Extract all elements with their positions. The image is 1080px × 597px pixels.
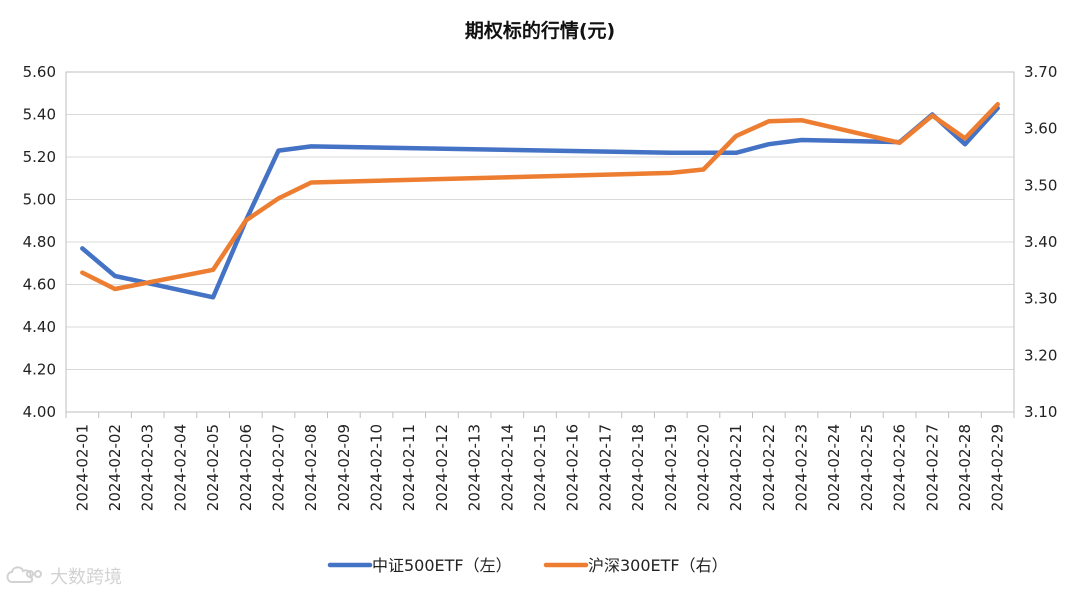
data-point xyxy=(701,151,705,155)
data-point xyxy=(800,138,804,142)
data-point xyxy=(113,274,117,278)
y-left-tick-label: 4.40 xyxy=(23,318,56,336)
data-point xyxy=(276,149,280,153)
data-point xyxy=(669,171,673,175)
x-tick-label: 2024-02-03 xyxy=(139,424,157,511)
x-tick-label: 2024-02-01 xyxy=(73,424,91,511)
y-right-tick-label: 3.20 xyxy=(1024,346,1057,364)
y-left-tick-label: 5.20 xyxy=(23,148,56,166)
legend-label: 中证500ETF（左） xyxy=(372,556,512,575)
x-tick-label: 2024-02-26 xyxy=(891,424,909,511)
x-tick-label: 2024-02-08 xyxy=(302,424,320,511)
y-right-tick-label: 3.30 xyxy=(1024,290,1057,308)
data-point xyxy=(669,151,673,155)
watermark: 大数跨境 xyxy=(6,566,122,588)
y-right-tick-label: 3.10 xyxy=(1024,403,1057,421)
data-point xyxy=(244,218,248,222)
series-lines xyxy=(80,102,1000,300)
data-point xyxy=(734,134,738,138)
x-tick-label: 2024-02-20 xyxy=(694,424,712,511)
x-tick-label: 2024-02-28 xyxy=(956,424,974,511)
x-tick-label: 2024-02-09 xyxy=(335,424,353,511)
data-point xyxy=(767,142,771,146)
x-tick-label: 2024-02-24 xyxy=(825,424,843,511)
y-right-tick-label: 3.70 xyxy=(1024,63,1057,81)
y-left-tick-label: 4.20 xyxy=(23,361,56,379)
x-tick-label: 2024-02-13 xyxy=(466,424,484,511)
data-point xyxy=(80,271,84,275)
data-point xyxy=(276,196,280,200)
series-line-1 xyxy=(80,102,1000,292)
y-left-tick-label: 5.60 xyxy=(23,63,56,81)
x-tick-label: 2024-02-25 xyxy=(858,424,876,511)
axes: 4.00 4.20 4.40 4.60 4.80 5.00 5.20 5.40 5.60 3.10… xyxy=(23,63,1058,511)
x-tick-label: 2024-02-22 xyxy=(760,424,778,511)
y-right-tick-label: 3.60 xyxy=(1024,120,1057,138)
data-point xyxy=(996,102,1000,106)
data-point xyxy=(963,136,967,140)
data-point xyxy=(898,141,902,145)
x-tick-label: 2024-02-05 xyxy=(204,424,222,511)
x-tick-label: 2024-02-19 xyxy=(662,424,680,511)
x-tick-label: 2024-02-21 xyxy=(727,424,745,511)
x-tick-label: 2024-02-12 xyxy=(433,424,451,511)
data-point xyxy=(767,119,771,123)
x-tick-label: 2024-02-10 xyxy=(368,424,386,511)
data-point xyxy=(963,142,967,146)
cloud-logo-icon xyxy=(6,566,42,583)
chart-title: 期权标的行情(元) xyxy=(465,19,615,42)
x-tick-label: 2024-02-04 xyxy=(171,424,189,511)
data-point xyxy=(113,287,117,291)
x-tick-label: 2024-02-07 xyxy=(269,424,287,511)
plot-area-border xyxy=(65,71,1015,413)
x-tick-label: 2024-02-11 xyxy=(400,424,418,511)
y-left-tick-label: 4.80 xyxy=(23,233,56,251)
data-point xyxy=(211,268,215,272)
data-point xyxy=(80,246,84,250)
y-right-tick-label: 3.40 xyxy=(1024,233,1057,251)
data-point xyxy=(930,114,934,118)
legend-label: 沪深300ETF（右） xyxy=(588,556,728,575)
x-tick-label: 2024-02-15 xyxy=(531,424,549,511)
data-point xyxy=(309,181,313,185)
grid xyxy=(66,71,1014,413)
data-point xyxy=(211,295,215,299)
y-left-tick-label: 4.60 xyxy=(23,276,56,294)
data-point xyxy=(800,118,804,122)
x-tick-label: 2024-02-02 xyxy=(106,424,124,511)
data-point xyxy=(701,167,705,171)
y-left-tick-label: 4.00 xyxy=(23,403,56,421)
y-right-tick-label: 3.50 xyxy=(1024,176,1057,194)
y-left-tick-label: 5.40 xyxy=(23,106,56,124)
x-tick-label: 2024-02-18 xyxy=(629,424,647,511)
x-tick-label: 2024-02-23 xyxy=(793,424,811,511)
x-tick-label: 2024-02-16 xyxy=(564,424,582,511)
x-tick-label: 2024-02-06 xyxy=(237,424,255,511)
legend: 中证500ETF（左） 沪深300ETF（右） xyxy=(327,556,728,575)
series-line-0 xyxy=(80,105,1000,300)
x-tick-label: 2024-02-17 xyxy=(596,424,614,511)
data-point xyxy=(309,144,313,148)
x-tick-label: 2024-02-27 xyxy=(923,424,941,511)
y-left-tick-label: 5.00 xyxy=(23,191,56,209)
x-tick-label: 2024-02-29 xyxy=(989,424,1007,511)
data-point xyxy=(734,151,738,155)
watermark-text: 大数跨境 xyxy=(50,567,122,588)
x-tick-label: 2024-02-14 xyxy=(498,424,516,511)
